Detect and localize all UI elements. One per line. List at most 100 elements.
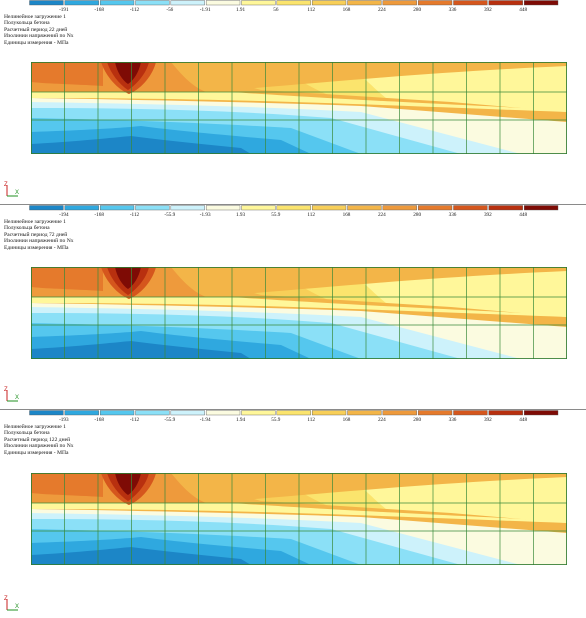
legend-tick-label: 224 <box>378 212 386 218</box>
color-legend: -193 -168 -112 -55.9 -1.94 1.94 55.9 112 168 224 2… <box>29 410 559 426</box>
plot-frame <box>31 267 567 359</box>
legend-tick-label: -112 <box>130 417 140 423</box>
stress-contour-plot <box>31 62 567 154</box>
legend-tick-label: -168 <box>94 7 104 13</box>
color-legend: -191 -168 -112 -56 -1.91 1.91 56 112 168 224 280 33… <box>29 0 559 16</box>
legend-swatch <box>170 410 205 416</box>
info-line: Расчетный период 22 дней <box>4 26 68 33</box>
legend-scale: -193 -168 -112 -55.9 -1.94 1.94 55.9 112 168 224 2… <box>29 410 559 423</box>
legend-swatch <box>241 410 276 416</box>
legend-swatch <box>382 410 417 416</box>
legend-swatch <box>99 410 135 416</box>
legend-swatch <box>417 0 453 6</box>
stress-peak <box>115 473 141 495</box>
info-block: Нелинейное загружение 1 Полукольца бетон… <box>4 424 74 456</box>
axis-indicator: Z X <box>4 596 26 612</box>
legend-tick-label: -112 <box>130 7 140 13</box>
legend-swatch <box>488 410 523 416</box>
legend-swatch <box>135 205 170 211</box>
legend-swatch <box>205 0 241 6</box>
axis-indicator: Z X <box>4 387 26 403</box>
axis-arrows-icon <box>6 599 18 611</box>
info-line: Изолинии напряжений по Nx <box>4 443 74 450</box>
plot-frame <box>31 473 567 565</box>
stress-peak <box>115 267 141 289</box>
legend-scale: -191 -168 -112 -56 -1.91 1.91 56 112 168 224 280 33… <box>29 0 559 13</box>
axis-x-label: X <box>15 395 20 401</box>
plot-frame <box>31 62 567 154</box>
axis-z-label: Z <box>4 596 8 602</box>
color-legend: -194 -168 -112 -55.9 -1.93 1.93 55.9 112 168 224 2… <box>29 205 559 221</box>
legend-tick-label: 392 <box>484 417 492 423</box>
info-line: Нелинейное загружение 1 <box>4 219 66 225</box>
info-block: Нелинейное загружение 1 Полукольца бетон… <box>4 14 74 46</box>
legend-swatch <box>347 410 382 416</box>
stress-contour-plot <box>31 473 567 565</box>
legend-scale: -194 -168 -112 -55.9 -1.93 1.93 55.9 112 168 224 2… <box>29 205 559 218</box>
legend-tick-label: 280 <box>413 7 421 13</box>
axis-arrows-icon <box>6 185 18 197</box>
legend-swatch <box>523 410 559 416</box>
legend-tick-label: -1.93 <box>200 212 211 218</box>
legend-swatch <box>170 0 205 6</box>
stress-panel-1: -191 -168 -112 -56 -1.91 1.91 56 112 168 224 280 33… <box>0 0 586 205</box>
axis-z-label: Z <box>4 182 8 188</box>
legend-tick-label: 55.9 <box>271 212 280 218</box>
legend-tick-label: -55.9 <box>164 417 175 423</box>
legend-tick-label: 392 <box>484 212 492 218</box>
stress-zone <box>31 341 251 359</box>
stress-panel-2: -194 -168 -112 -55.9 -1.93 1.93 55.9 112 168 224 2… <box>0 205 586 410</box>
info-line: Изолинии напряжений по Nx <box>4 238 74 245</box>
legend-swatch <box>135 410 170 416</box>
info-line: Единицы измерения - МПа <box>4 244 69 251</box>
info-line: Изолинии напряжений по Nx <box>4 33 74 40</box>
info-line: Расчетный период 122 дней <box>4 436 71 443</box>
legend-swatch <box>99 0 135 6</box>
legend-swatch <box>205 410 241 416</box>
legend-swatch <box>276 0 311 6</box>
axis-arrows-icon <box>6 390 18 402</box>
legend-swatch <box>99 205 135 211</box>
axis-z-label: Z <box>4 387 8 393</box>
legend-swatch <box>29 205 64 211</box>
legend-swatch <box>241 205 276 211</box>
legend-swatch <box>276 410 311 416</box>
stress-zone <box>31 473 103 497</box>
legend-tick-label: 168 <box>343 212 351 218</box>
legend-tick-label: -55.9 <box>164 212 175 218</box>
info-line: Полукольца бетона <box>4 430 50 437</box>
legend-tick-label: 168 <box>343 417 351 423</box>
legend-swatch <box>205 205 241 211</box>
legend-tick-label: 280 <box>413 212 421 218</box>
legend-tick-label: 56 <box>273 7 279 13</box>
info-line: Единицы измерения - МПа <box>4 39 69 46</box>
legend-tick-label: -1.91 <box>200 7 211 13</box>
legend-tick-label: -168 <box>94 212 104 218</box>
legend-swatch <box>488 0 523 6</box>
legend-tick-label: 168 <box>343 7 351 13</box>
legend-tick-label: 448 <box>519 7 527 13</box>
axis-x-label: X <box>15 604 20 610</box>
info-line: Полукольца бетона <box>4 20 50 27</box>
legend-tick-label: -112 <box>130 212 140 218</box>
stress-panel-3: -193 -168 -112 -55.9 -1.94 1.94 55.9 112 168 224 2… <box>0 410 586 618</box>
legend-swatch <box>417 410 453 416</box>
legend-swatch <box>135 0 170 6</box>
panel-divider <box>0 204 586 205</box>
info-line: Нелинейное загружение 1 <box>4 14 66 20</box>
legend-swatch <box>276 205 311 211</box>
legend-tick-label: 224 <box>378 7 386 13</box>
legend-tick-label: 392 <box>484 7 492 13</box>
info-line: Полукольца бетона <box>4 225 50 232</box>
stress-zone <box>31 267 103 291</box>
legend-swatch <box>311 0 347 6</box>
legend-swatch <box>453 205 488 211</box>
legend-tick-label: 112 <box>307 7 315 13</box>
info-line: Единицы измерения - МПа <box>4 449 69 456</box>
legend-swatch <box>64 205 99 211</box>
panel-divider <box>0 409 586 410</box>
legend-tick-label: -193 <box>59 417 69 423</box>
legend-swatch <box>347 205 382 211</box>
info-line: Расчетный период 72 дней <box>4 231 68 238</box>
legend-swatch <box>64 410 99 416</box>
